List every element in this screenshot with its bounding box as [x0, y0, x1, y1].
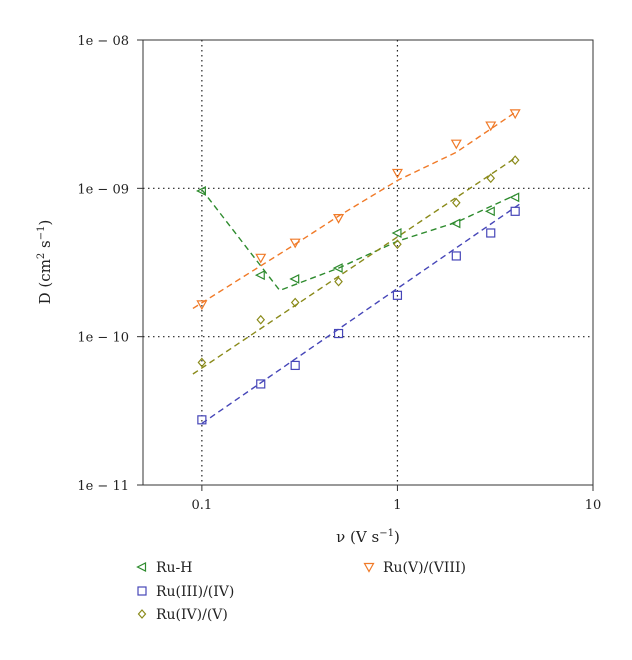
legend-label-3: Ru(V)/(VIII): [383, 560, 466, 576]
data-point-series-2: [393, 239, 402, 250]
legend-marker-2: [137, 609, 147, 619]
plot-frame: [142, 39, 594, 486]
reference-lines: [143, 40, 593, 485]
y-axis-ticks: 1e − 08 1e − 09 1e − 10 1e − 11: [77, 34, 143, 494]
y-axis-title-sup2: −1: [36, 225, 47, 240]
legend: Ru-H Ru(III)/(IV) Ru(IV)/(V) Ru(V)/(VIII): [136, 560, 466, 623]
data-point-series-0: [332, 263, 343, 274]
y-axis-title: D (cm2 s−1): [36, 220, 54, 305]
data-point-series-3: [333, 213, 345, 224]
fit-line-series-2: [192, 157, 516, 375]
data-point-series-0: [450, 218, 461, 229]
legend-marker-1: [137, 586, 147, 596]
data-point-series-1: [197, 415, 207, 425]
data-point-series-0: [509, 192, 520, 203]
x-tick-label: 0.1: [192, 498, 213, 513]
x-axis-title-main: ν (V s: [336, 528, 379, 546]
data-point-series-2: [510, 155, 520, 166]
fit-line-series-1: [201, 203, 520, 425]
legend-label-0: Ru-H: [156, 560, 193, 576]
data-point-series-3: [255, 253, 267, 264]
data-point-series-3: [509, 109, 521, 120]
fit-line-series-3: [192, 111, 516, 310]
y-tick-label: 1e − 08: [77, 34, 129, 49]
fit-lines: [192, 111, 520, 425]
y-axis-title-sup1: 2: [36, 253, 47, 259]
data-point-series-2: [334, 276, 343, 287]
data-point-series-1: [333, 328, 344, 339]
data-point-series-0: [391, 228, 402, 238]
x-axis-title-tail: ): [394, 528, 400, 546]
x-axis-ticks: 0.1 1 10: [192, 485, 602, 513]
data-point-series-0: [196, 185, 206, 196]
y-axis-title-main: D (cm: [36, 259, 54, 304]
data-point-series-1: [486, 228, 496, 238]
data-point-series-2: [290, 297, 300, 308]
data-point-series-0: [254, 270, 265, 281]
data-point-series-3: [450, 139, 462, 150]
data-point-series-0: [484, 206, 495, 217]
x-axis-title-sup: −1: [379, 528, 394, 539]
legend-marker-3: [363, 562, 375, 573]
legend-label-2: Ru(IV)/(V): [156, 607, 228, 623]
data-markers: [196, 109, 521, 425]
y-tick-label: 1e − 09: [77, 182, 129, 197]
data-point-series-2: [452, 197, 461, 208]
data-point-series-3: [485, 121, 497, 132]
y-axis-title-mid: s: [36, 240, 54, 252]
data-point-series-3: [391, 168, 403, 179]
legend-marker-0: [136, 562, 147, 572]
y-tick-label: 1e − 11: [77, 479, 129, 494]
data-point-series-1: [256, 379, 266, 389]
data-point-series-1: [451, 251, 461, 261]
y-axis-title-tail: ): [36, 220, 54, 226]
data-point-series-0: [289, 273, 300, 284]
data-point-series-2: [256, 314, 266, 325]
legend-label-1: Ru(III)/(IV): [156, 584, 234, 600]
x-tick-label: 10: [585, 498, 602, 513]
data-point-series-1: [510, 206, 520, 216]
data-point-series-2: [486, 173, 496, 184]
data-point-series-3: [289, 238, 301, 249]
data-point-series-1: [290, 360, 300, 371]
y-tick-label: 1e − 10: [77, 331, 129, 346]
data-point-series-1: [392, 290, 403, 300]
fit-line-series-0: [201, 189, 516, 292]
data-point-series-2: [197, 357, 207, 368]
x-axis-title: ν (V s−1): [336, 528, 400, 546]
x-tick-label: 1: [393, 498, 401, 513]
data-point-series-3: [196, 300, 208, 311]
